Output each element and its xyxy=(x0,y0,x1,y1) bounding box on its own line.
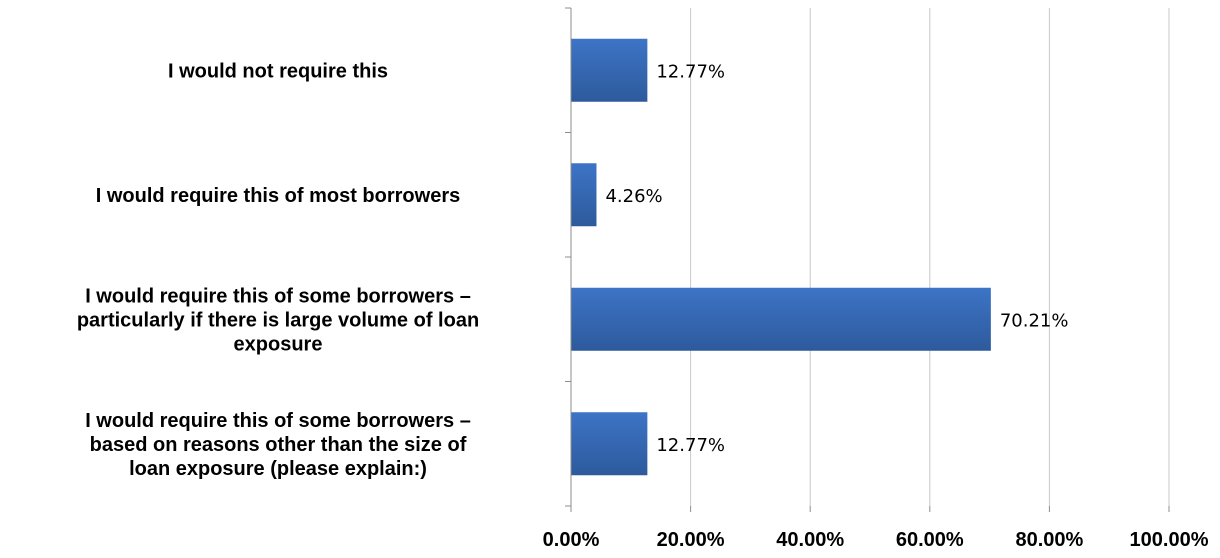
gridlines xyxy=(690,8,1170,506)
data-label: 4.26% xyxy=(605,186,662,207)
x-tick-label: 80.00% xyxy=(1015,529,1083,551)
bar xyxy=(571,287,991,351)
data-label: 12.77% xyxy=(656,435,725,456)
bar xyxy=(571,38,648,102)
category-label-line: exposure xyxy=(234,333,323,355)
category-label-line: I would require this of most borrowers xyxy=(96,185,460,207)
labels: 12.77% I would not require this 4.26% I wou… xyxy=(77,60,1209,551)
category-label: I would require this of some borrowers –… xyxy=(85,410,471,480)
x-tick-label: 40.00% xyxy=(776,529,844,551)
bar xyxy=(571,412,648,476)
category-label-line: particularly if there is large volume of… xyxy=(77,309,479,331)
x-tick-label: 60.00% xyxy=(896,529,964,551)
x-tick-label: 100.00% xyxy=(1130,529,1209,551)
x-tick-label: 20.00% xyxy=(657,529,725,551)
category-label-line: loan exposure (please explain:) xyxy=(129,458,427,480)
x-tick-label: 0.00% xyxy=(543,529,600,551)
category-label-line: I would require this of some borrowers – xyxy=(85,410,471,432)
axes xyxy=(565,7,1170,512)
category-label: I would require this of some borrowers –… xyxy=(77,285,479,355)
bar xyxy=(571,163,597,227)
category-label: I would not require this xyxy=(168,60,388,82)
category-label-line: based on reasons other than the size of xyxy=(90,434,467,456)
data-label: 12.77% xyxy=(656,61,725,82)
category-label: I would require this of most borrowers xyxy=(96,185,460,207)
category-label-line: I would not require this xyxy=(168,60,388,82)
data-label: 70.21% xyxy=(1000,310,1069,331)
bars xyxy=(571,38,991,476)
category-label-line: I would require this of some borrowers – xyxy=(85,285,471,307)
